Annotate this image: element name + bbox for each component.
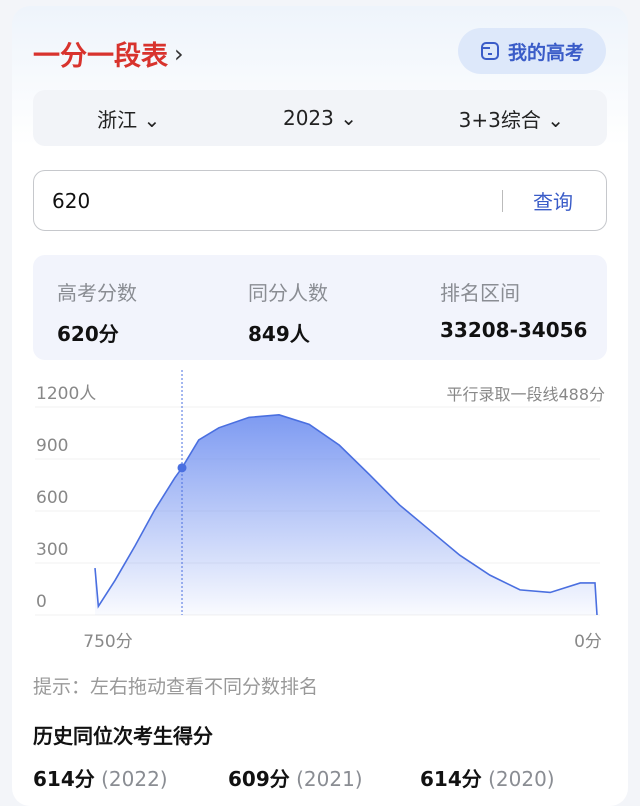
subject-label: 3+3综合 (458, 107, 541, 132)
history-item: 609分 (2021) (228, 763, 363, 792)
divider (502, 189, 503, 212)
year-select[interactable]: 2023 ⌄ (224, 106, 415, 130)
history-score: 609分 (228, 767, 290, 791)
query-button[interactable]: 查询 (533, 190, 573, 214)
distribution-area (95, 414, 597, 615)
cutoff-annotation: 平行录取一段线488分 (446, 385, 605, 404)
history-year: (2021) (296, 767, 363, 791)
y-tick-label: 300 (36, 540, 68, 560)
history-item: 614分 (2022) (33, 763, 168, 792)
y-tick-label: 600 (36, 488, 68, 508)
x-label-end: 0分 (574, 632, 602, 652)
stats-panel: 高考分数 620分 同分人数 849人 排名区间 33208-34056 (33, 255, 607, 360)
selected-point (177, 463, 187, 473)
stat-label: 同分人数 (248, 281, 328, 305)
history-item: 614分 (2020) (420, 763, 555, 792)
stat-rank-range: 排名区间 33208-34056 (440, 277, 587, 342)
history-title: 历史同位次考生得分 (33, 724, 213, 748)
chevron-right-icon: › (174, 39, 184, 68)
filter-bar: 浙江 ⌄ 2023 ⌄ 3+3综合 ⌄ (33, 90, 607, 146)
y-tick-label: 0 (36, 592, 47, 612)
my-gaokao-label: 我的高考 (507, 41, 584, 64)
bookmark-icon (480, 42, 499, 60)
my-gaokao-button[interactable]: 我的高考 (458, 28, 606, 74)
hint-text: 提示：左右拖动查看不同分数排名 (33, 676, 319, 698)
page-title[interactable]: 一分一段表 › (33, 34, 184, 73)
history-score: 614分 (33, 767, 95, 791)
chevron-down-icon: ⌄ (340, 106, 357, 130)
subject-select[interactable]: 3+3综合 ⌄ (416, 104, 607, 133)
stat-value: 849人 (248, 322, 310, 346)
y-tick-label: 1200人 (36, 384, 96, 404)
title-text: 一分一段表 (33, 41, 168, 72)
chevron-down-icon: ⌄ (143, 107, 161, 132)
stat-label: 高考分数 (57, 281, 137, 305)
x-label-start: 750分 (83, 632, 132, 652)
history-year: (2022) (101, 767, 168, 791)
stat-score: 高考分数 620分 (57, 277, 137, 347)
province-label: 浙江 (97, 107, 138, 132)
score-distribution-chart[interactable]: 1200人 900 600 300 0 平行录取一段线488分 750分 0分 (0, 370, 640, 660)
history-score: 614分 (420, 767, 482, 791)
stat-value: 620分 (57, 322, 119, 346)
stat-label: 排名区间 (440, 281, 520, 305)
distribution-line (94, 413, 598, 616)
stat-same-count: 同分人数 849人 (248, 277, 328, 347)
history-year: (2020) (488, 767, 555, 791)
chevron-down-icon: ⌄ (547, 107, 564, 132)
province-select[interactable]: 浙江 ⌄ (33, 104, 224, 133)
y-tick-label: 900 (36, 436, 68, 456)
score-input[interactable] (52, 188, 502, 213)
stat-value: 33208-34056 (440, 318, 588, 342)
score-search: 查询 (33, 170, 607, 231)
year-label: 2023 (282, 106, 334, 130)
